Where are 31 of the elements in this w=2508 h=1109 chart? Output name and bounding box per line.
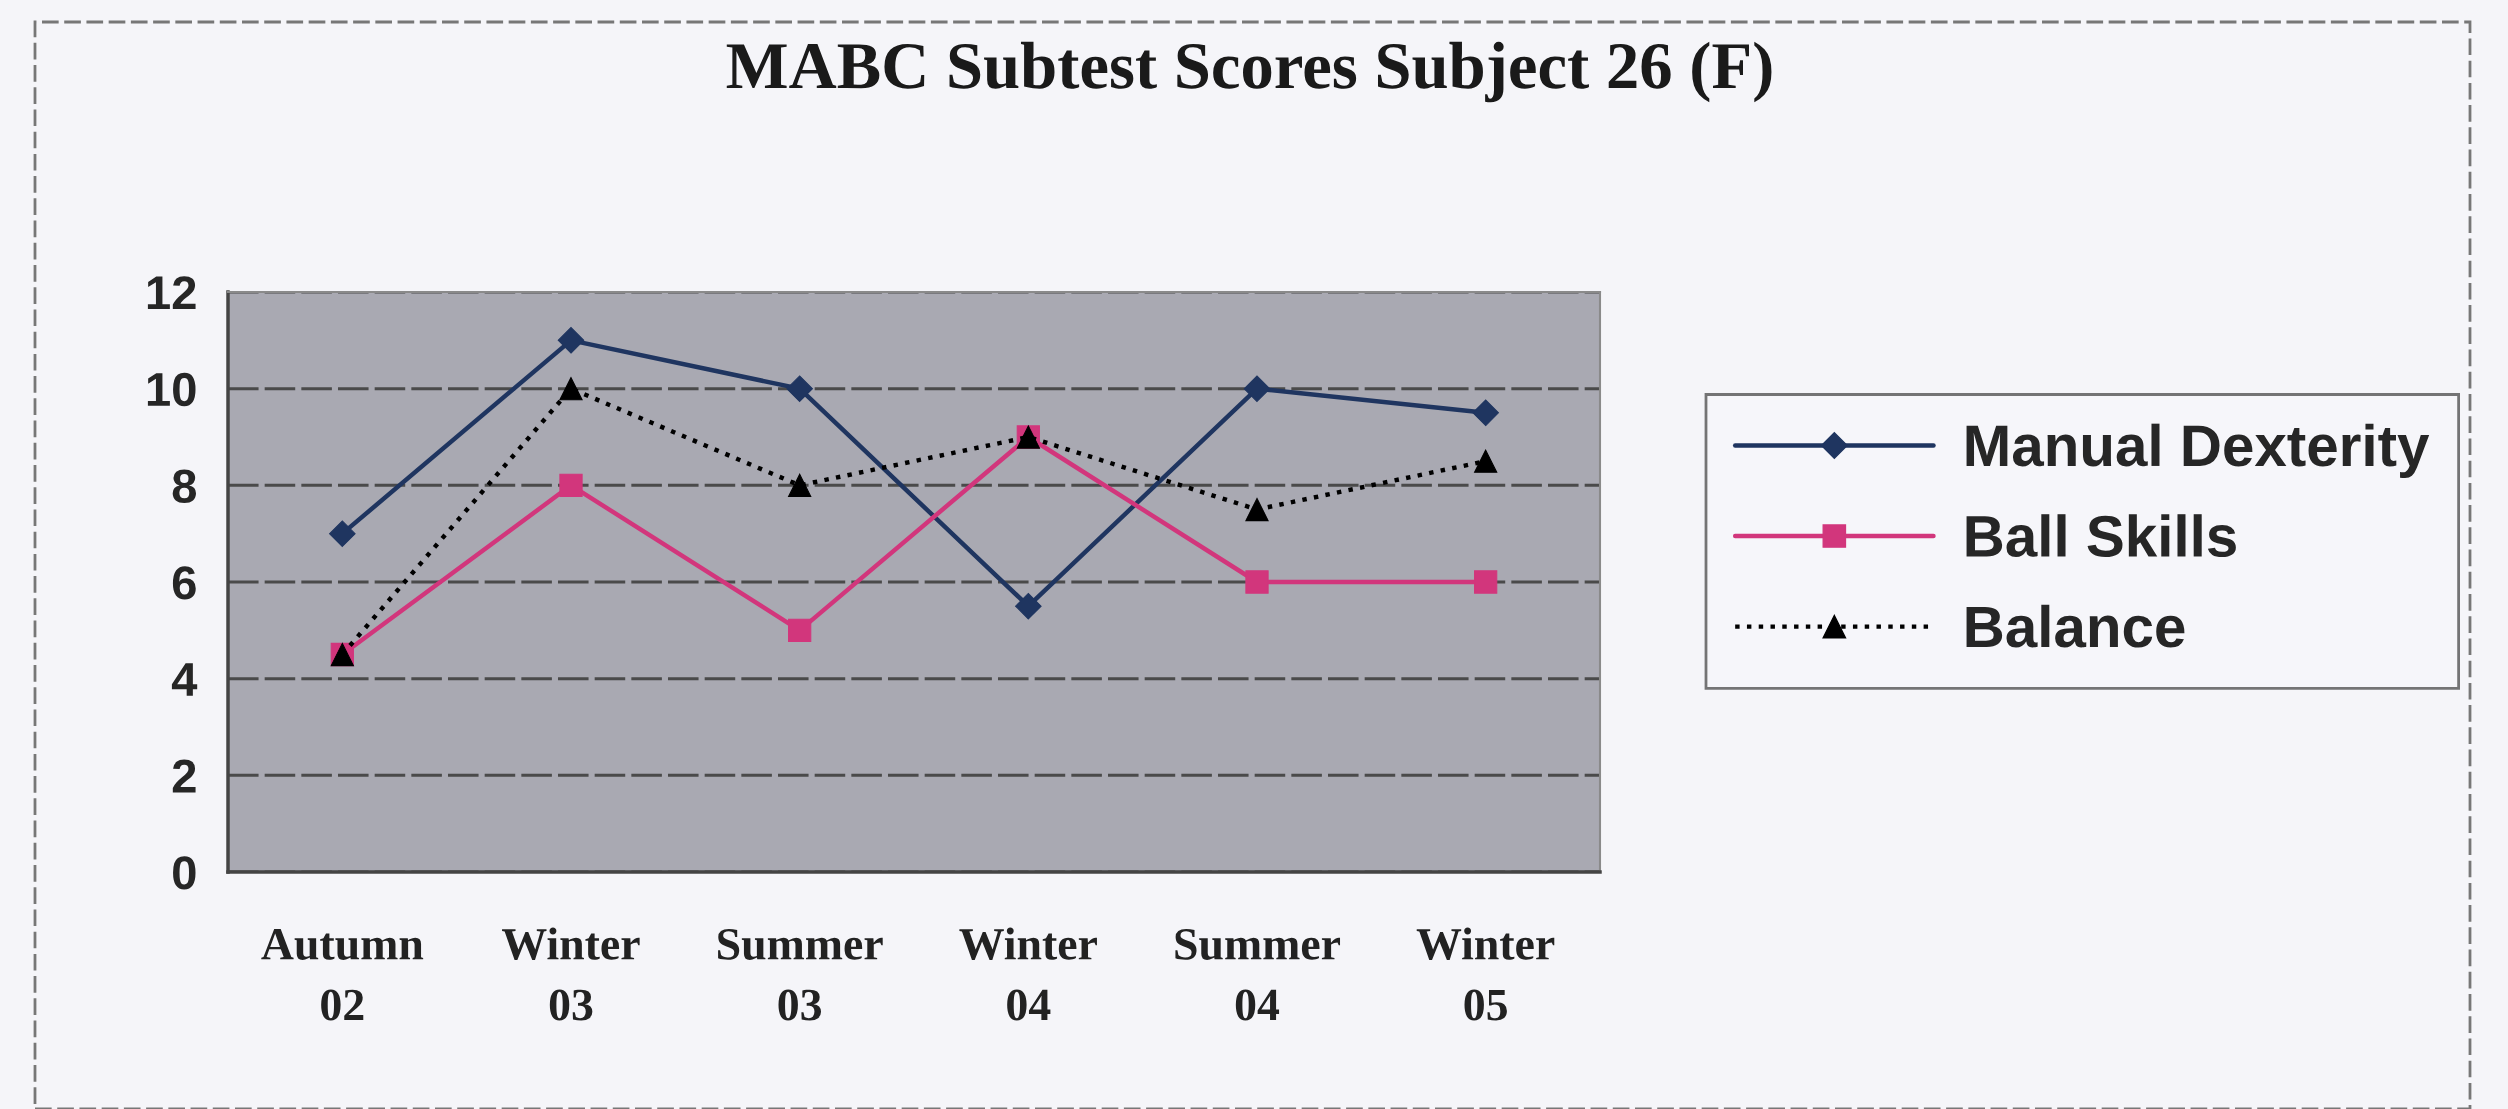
y-tick-label: 10	[147, 372, 196, 407]
point	[1243, 375, 1271, 402]
point	[559, 473, 583, 497]
point	[1472, 399, 1499, 427]
chart-title: MABC Subtest Scores Subject 26 (F)	[726, 41, 1772, 103]
point	[1245, 570, 1269, 594]
legend-label: Balance	[1966, 604, 2185, 648]
point	[788, 618, 812, 642]
x-tick-label: Autumn 02	[261, 929, 424, 1021]
y-tick-label: 12	[147, 276, 196, 310]
y-tick-label: 4	[171, 663, 198, 696]
x-tick-label: Winter 04	[959, 927, 1097, 1021]
point	[1015, 592, 1042, 620]
y-tick-label: 2	[172, 759, 196, 793]
x-tick-label: Summer 03	[718, 929, 883, 1021]
x-tick-label: Winter 03	[502, 927, 640, 1021]
legend-label: Manual Dexterity	[1966, 423, 2430, 479]
point	[559, 377, 583, 401]
point	[788, 473, 812, 497]
point	[329, 520, 356, 547]
x-tick-label: Summer 04	[1175, 929, 1341, 1021]
point	[557, 327, 585, 354]
x-tick-label: Winter 05	[1416, 927, 1555, 1021]
point	[1474, 449, 1498, 473]
y-tick-label: 6	[172, 566, 196, 600]
y-tick-label: 0	[173, 856, 196, 890]
point	[786, 375, 813, 402]
point	[1474, 570, 1498, 594]
legend-label: Ball Skills	[1966, 514, 2236, 558]
y-tick-label: 8	[172, 469, 196, 503]
point	[1245, 497, 1269, 522]
